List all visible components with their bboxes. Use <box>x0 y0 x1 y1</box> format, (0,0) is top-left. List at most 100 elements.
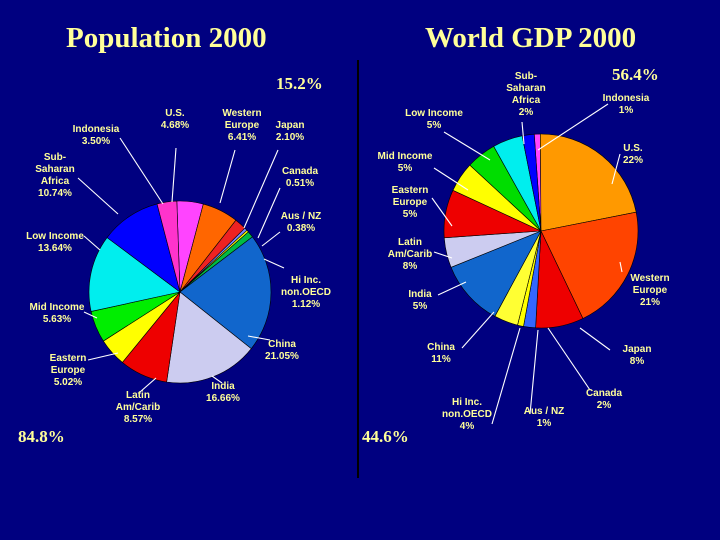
gdp-value-japan: 8% <box>630 356 645 367</box>
gdp-leader-canada <box>547 327 591 391</box>
population-bottom-share: 84.8% <box>18 427 65 446</box>
gdp-leader-u-s <box>611 153 621 185</box>
population-value-aus-nz: 0.38% <box>287 223 315 234</box>
gdp-leader-low-income <box>443 131 491 161</box>
population-leader-aus-nz <box>261 231 281 247</box>
population-label-aus-nz: Aus / NZ 0.38% <box>281 211 322 234</box>
gdp-value-hi-inc-non-oecd: 4% <box>460 421 475 432</box>
population-label-low-income: Low Income 13.64% <box>26 231 84 254</box>
population-leader-mid-income <box>83 311 98 319</box>
gdp-leader-china <box>461 311 495 349</box>
population-leader-latin-am-carib <box>139 377 157 393</box>
gdp-label-japan: Japan 8% <box>623 344 652 367</box>
gdp-value-china: 11% <box>431 354 451 365</box>
gdp-leader-japan <box>579 327 611 351</box>
gdp-leader-hi-inc-non-oecd <box>491 327 521 425</box>
gdp-value-u-s: 22% <box>623 155 643 166</box>
gdp-leader-indonesia <box>537 103 609 151</box>
population-chart-title: Population 2000 <box>66 22 267 54</box>
gdp-leader-western-europe <box>619 261 623 273</box>
population-value-western-europe: 6.41% <box>228 132 256 143</box>
gdp-value-eastern-europe: 5% <box>403 209 418 220</box>
population-value-china: 21.05% <box>265 351 299 362</box>
gdp-leader-aus-nz <box>529 329 539 415</box>
gdp-value-canada: 2% <box>597 400 612 411</box>
population-leader-u-s <box>171 147 177 203</box>
gdp-label-latin-am-carib: Latin Am/Carib 8% <box>388 237 432 272</box>
gdp-value-low-income: 5% <box>427 120 442 131</box>
population-slice-indonesia <box>156 200 181 293</box>
population-slice-china <box>179 236 272 350</box>
gdp-label-sub-saharan-africa: Sub-Saharan Africa 2% <box>506 71 545 118</box>
population-leader-china <box>247 335 271 341</box>
gdp-leader-latin-am-carib <box>433 251 453 259</box>
population-value-india: 16.66% <box>206 393 240 404</box>
gdp-value-indonesia: 1% <box>619 105 634 116</box>
gdp-top-share: 56.4% <box>612 65 659 84</box>
population-top-share: 15.2% <box>276 74 323 93</box>
population-leader-india <box>211 375 223 384</box>
gdp-label-canada: Canada 2% <box>586 388 623 411</box>
gdp-value-aus-nz: 1% <box>537 418 552 429</box>
gdp-slice-china <box>450 230 542 317</box>
population-value-u-s: 4.68% <box>161 120 189 131</box>
gdp-label-china: China 11% <box>427 342 455 365</box>
population-label-sub-saharan-africa: Sub-Saharan Africa 10.74% <box>35 152 74 199</box>
population-value-sub-saharan-africa: 10.74% <box>38 188 72 199</box>
gdp-leader-sub-saharan-africa <box>521 121 525 145</box>
gdp-slice-u-s <box>540 133 637 232</box>
population-leader-low-income <box>83 235 101 251</box>
gdp-label-india: India 5% <box>408 289 432 312</box>
gdp-label-indonesia: Indonesia 1% <box>603 93 650 116</box>
gdp-label-western-europe: Western Europe 21% <box>630 273 669 308</box>
population-value-mid-income: 5.63% <box>43 314 71 325</box>
population-label-latin-am-carib: Latin Am/Carib 8.57% <box>116 390 160 425</box>
gdp-value-india: 5% <box>413 301 428 312</box>
gdp-value-sub-saharan-africa: 2% <box>519 107 534 118</box>
gdp-bottom-share: 44.6% <box>362 427 409 446</box>
population-leader-indonesia <box>119 137 164 205</box>
gdp-leader-mid-income <box>433 167 469 191</box>
gdp-label-eastern-europe: Eastern Europe 5% <box>392 185 429 220</box>
population-value-low-income: 13.64% <box>38 243 72 254</box>
population-value-eastern-europe: 5.02% <box>54 377 82 388</box>
gdp-value-western-europe: 21% <box>640 297 660 308</box>
population-value-canada: 0.51% <box>286 178 314 189</box>
gdp-leader-eastern-europe <box>431 197 453 227</box>
population-value-hi-inc-non-oecd: 1.12% <box>292 299 320 310</box>
gdp-value-mid-income: 5% <box>398 163 413 174</box>
gdp-leader-india <box>437 281 467 296</box>
population-value-latin-am-carib: 8.57% <box>124 414 152 425</box>
population-leader-japan <box>243 149 279 229</box>
population-value-indonesia: 3.50% <box>82 136 110 147</box>
population-label-mid-income: Mid Income 5.63% <box>29 302 84 325</box>
gdp-label-low-income: Low Income 5% <box>405 108 463 131</box>
gdp-label-aus-nz: Aus / NZ 1% <box>524 406 565 429</box>
population-label-hi-inc-non-oecd: Hi Inc. non.OECD 1.12% <box>281 275 331 310</box>
gdp-chart-title: World GDP 2000 <box>425 22 637 54</box>
gdp-label-hi-inc-non-oecd: Hi Inc. non.OECD 4% <box>442 397 492 432</box>
population-label-japan: Japan 2.10% <box>276 120 305 143</box>
population-label-india: India 16.66% <box>206 381 240 404</box>
population-label-u-s: U.S. 4.68% <box>161 108 189 131</box>
population-leader-hi-inc-non-oecd <box>263 258 285 269</box>
population-label-eastern-europe: Eastern Europe 5.02% <box>50 353 87 388</box>
population-label-indonesia: Indonesia 3.50% <box>73 124 120 147</box>
gdp-label-mid-income: Mid Income 5% <box>377 151 432 174</box>
population-slice-low-income <box>88 237 181 312</box>
population-label-canada: Canada 0.51% <box>282 166 319 189</box>
population-value-japan: 2.10% <box>276 132 304 143</box>
population-leader-sub-saharan-africa <box>77 177 119 215</box>
gdp-slice-sub-saharan-africa <box>521 133 542 232</box>
population-label-western-europe: Western Europe 6.41% <box>222 108 261 143</box>
population-leader-canada <box>257 187 281 239</box>
gdp-slice-western-europe <box>540 211 639 319</box>
population-leader-eastern-europe <box>87 352 119 361</box>
gdp-value-latin-am-carib: 8% <box>403 261 418 272</box>
population-label-china: China 21.05% <box>265 339 299 362</box>
population-leader-western-europe <box>219 149 236 204</box>
gdp-label-u-s: U.S. 22% <box>623 143 643 166</box>
chart-divider <box>357 60 359 478</box>
